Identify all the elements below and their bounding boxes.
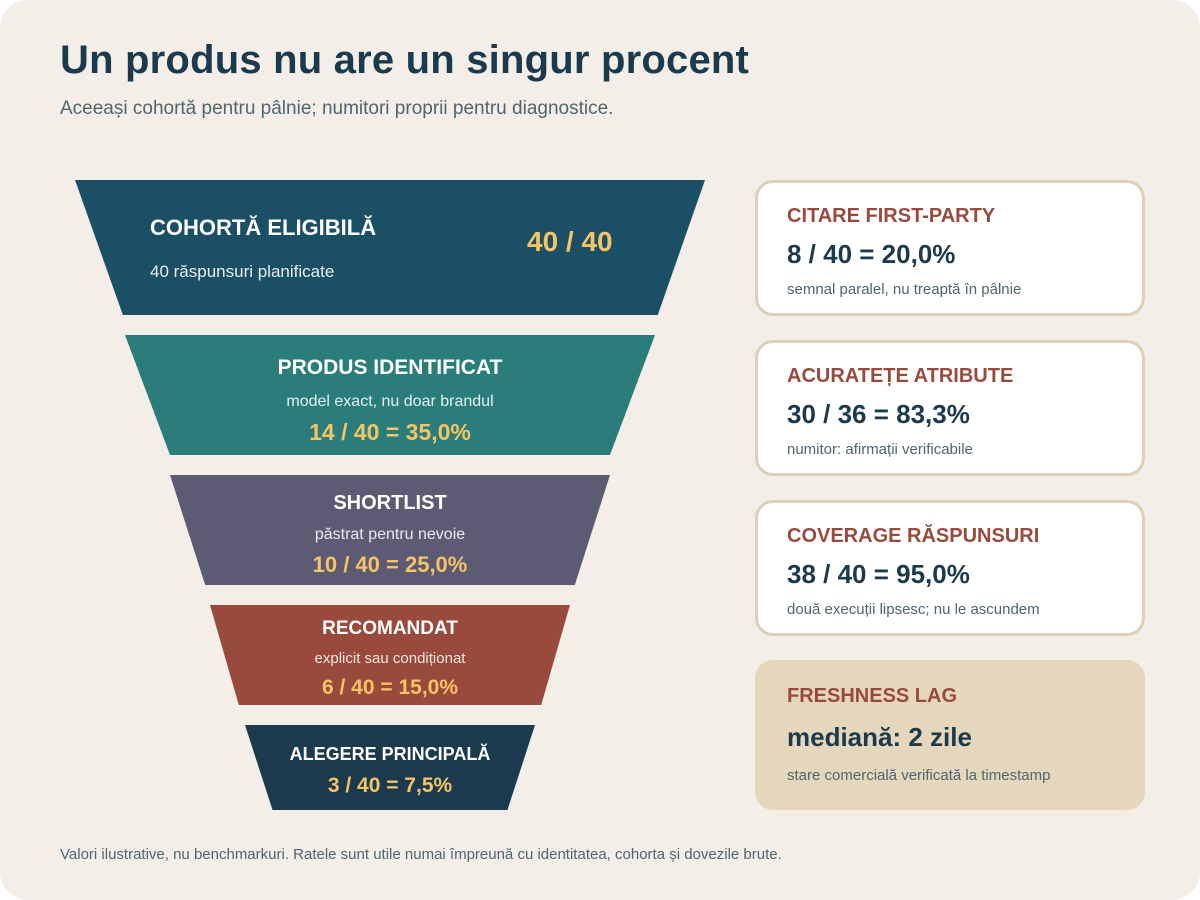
funnel-stage-product-identified: PRODUS IDENTIFICAT model exact, nu doar … [125, 335, 655, 455]
metric-card-response-coverage: COVERAGE RĂSPUNSURI 38 / 40 = 95,0% două… [755, 500, 1145, 636]
metric-note: stare comercială verificată la timestamp [787, 767, 1051, 784]
metric-label: COVERAGE RĂSPUNSURI [787, 525, 1040, 547]
stage-value: 10 / 40 = 25,0% [312, 552, 468, 577]
footer-note: Valori ilustrative, nu benchmarkuri. Rat… [60, 846, 782, 863]
metric-card-attribute-accuracy: ACURATEȚE ATRIBUTE 30 / 36 = 83,3% numit… [755, 340, 1145, 476]
metric-note: semnal paralel, nu treaptă în pâlnie [787, 281, 1022, 298]
funnel-stage-main-choice: ALEGERE PRINCIPALĂ 3 / 40 = 7,5% [245, 725, 535, 810]
metric-note: numitor: afirmații verificabile [787, 441, 973, 458]
metric-card-freshness-lag: FRESHNESS LAG mediană: 2 zile stare come… [755, 660, 1145, 810]
stage-value: 14 / 40 = 35,0% [309, 419, 471, 445]
stage-value: 6 / 40 = 15,0% [321, 676, 459, 699]
funnel-stage-eligible-cohort: COHORTĂ ELIGIBILĂ 40 răspunsuri planific… [75, 180, 705, 315]
stage-description: 40 răspunsuri planificate [150, 262, 335, 281]
stage-name: RECOMANDAT [322, 618, 458, 639]
stage-description: model exact, nu doar brandul [286, 393, 494, 410]
page-subtitle: Aceeași cohortă pentru pâlnie; numitori … [60, 98, 614, 119]
metric-value: 30 / 36 = 83,3% [787, 399, 970, 429]
stage-name: COHORTĂ ELIGIBILĂ [150, 215, 377, 240]
stage-name: SHORTLIST [333, 492, 447, 514]
stage-value: 3 / 40 = 7,5% [327, 774, 453, 797]
metric-label: ACURATEȚE ATRIBUTE [787, 365, 1014, 387]
metric-label: FRESHNESS LAG [787, 685, 958, 707]
funnel-stage-recommended: RECOMANDAT explicit sau condiționat 6 / … [210, 605, 570, 705]
metric-value: mediană: 2 zile [787, 722, 972, 752]
metric-note: două execuții lipsesc; nu le ascundem [787, 601, 1040, 618]
stage-description: explicit sau condiționat [314, 650, 466, 667]
metric-label: CITARE FIRST-PARTY [787, 205, 996, 227]
stage-description: păstrat pentru nevoie [314, 526, 466, 543]
page-title: Un produs nu are un singur procent [60, 38, 750, 82]
metric-value: 8 / 40 = 20,0% [787, 239, 956, 269]
stage-name: PRODUS IDENTIFICAT [277, 356, 503, 379]
stage-value: 40 / 40 [527, 226, 613, 257]
metric-card-first-party-citation: CITARE FIRST-PARTY 8 / 40 = 20,0% semnal… [755, 180, 1145, 316]
metric-value: 38 / 40 = 95,0% [787, 559, 970, 589]
funnel-stage-shortlist: SHORTLIST păstrat pentru nevoie 10 / 40 … [170, 475, 610, 585]
stage-name: ALEGERE PRINCIPALĂ [289, 744, 491, 764]
